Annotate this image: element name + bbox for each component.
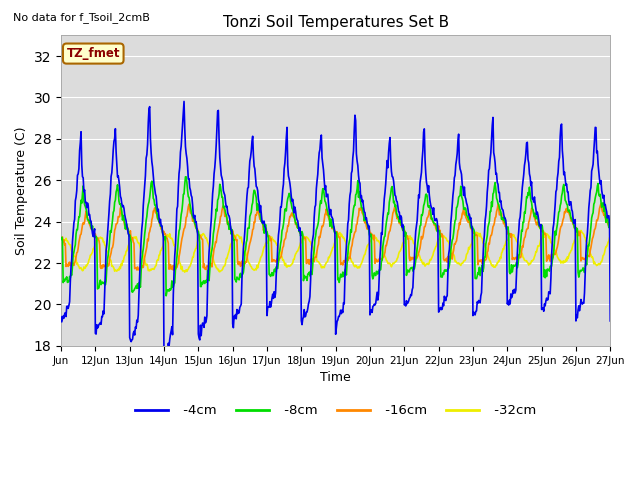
Legend:  -4cm,  -8cm,  -16cm,  -32cm: -4cm, -8cm, -16cm, -32cm: [130, 399, 541, 422]
Text: TZ_fmet: TZ_fmet: [67, 47, 120, 60]
Text: No data for f_Tsoil_2cmB: No data for f_Tsoil_2cmB: [13, 12, 150, 23]
Title: Tonzi Soil Temperatures Set B: Tonzi Soil Temperatures Set B: [223, 15, 449, 30]
Y-axis label: Soil Temperature (C): Soil Temperature (C): [15, 126, 28, 255]
X-axis label: Time: Time: [320, 371, 351, 384]
